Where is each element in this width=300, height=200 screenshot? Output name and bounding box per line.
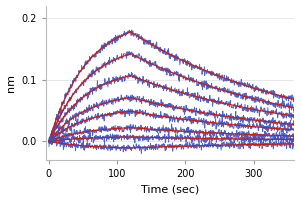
X-axis label: Time (sec): Time (sec) [141,184,199,194]
Y-axis label: nm: nm [6,74,16,92]
